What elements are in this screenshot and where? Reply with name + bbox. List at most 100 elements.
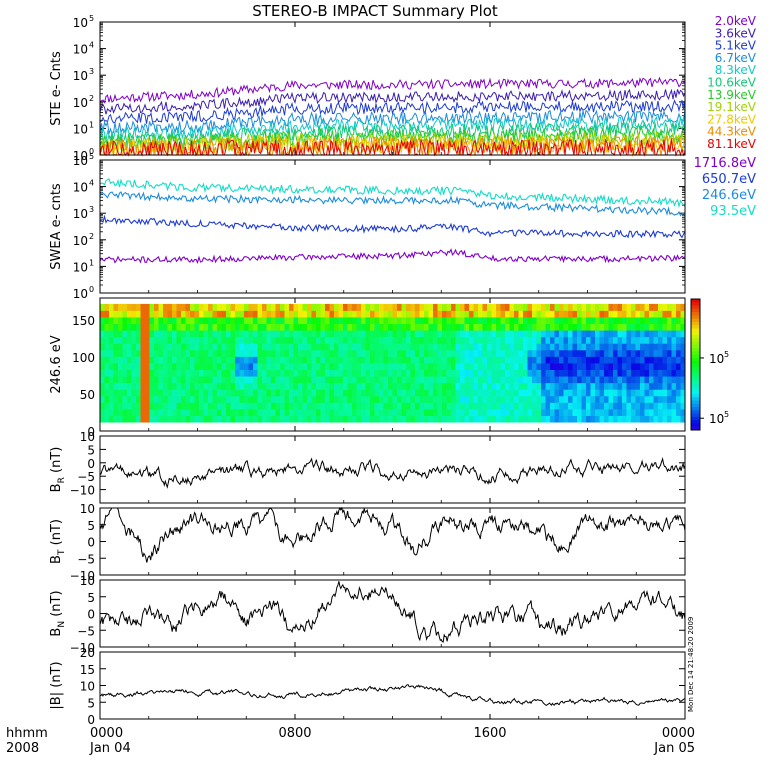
spectrogram-cell bbox=[194, 310, 200, 318]
spectrogram-cell bbox=[244, 330, 249, 338]
spectrogram-cell bbox=[464, 330, 470, 338]
spectrogram-cell bbox=[127, 330, 132, 338]
spectrogram-cell bbox=[392, 363, 398, 370]
spectrogram-cell bbox=[338, 395, 344, 403]
spectrogram-cell bbox=[658, 369, 663, 377]
spectrogram-cell bbox=[293, 369, 299, 377]
spectrogram-cell bbox=[100, 310, 105, 318]
spectrogram-cell bbox=[127, 389, 132, 397]
spectrogram-cell bbox=[284, 343, 290, 351]
spectrogram-cell bbox=[266, 415, 272, 423]
spectrogram-cell bbox=[680, 330, 686, 338]
spectrogram-cell bbox=[208, 395, 213, 403]
spectrogram-cell bbox=[505, 376, 510, 384]
spectrogram-cell bbox=[239, 395, 245, 403]
spectrogram-cell bbox=[509, 409, 515, 416]
spectrogram-cell bbox=[127, 402, 132, 410]
spectrogram-cell bbox=[505, 415, 510, 423]
spectrogram-cell bbox=[352, 382, 357, 390]
spectrogram-cell bbox=[356, 343, 362, 351]
spectrogram-cell bbox=[262, 356, 267, 364]
spectrogram-cell bbox=[302, 349, 308, 357]
spectrogram-cell bbox=[586, 349, 591, 357]
spectrogram-cell bbox=[127, 310, 132, 318]
spectrogram-cell bbox=[644, 323, 650, 331]
spectrogram-cell bbox=[532, 303, 537, 311]
spectrogram-cell bbox=[595, 389, 600, 397]
spectrogram-cell bbox=[433, 363, 438, 370]
spectrogram-cell bbox=[581, 376, 587, 384]
spectrogram-cell bbox=[640, 336, 645, 344]
spectrogram-cell bbox=[545, 317, 551, 325]
spectrogram-cell bbox=[109, 369, 114, 377]
spectrogram-cell bbox=[505, 382, 510, 390]
spectrogram-cell bbox=[536, 349, 542, 357]
spectrogram-cell bbox=[586, 369, 591, 377]
spectrogram-cell bbox=[190, 382, 195, 390]
spectrogram-cell bbox=[100, 402, 105, 410]
spectrogram-cell bbox=[136, 395, 141, 403]
spectrogram-cell bbox=[608, 317, 614, 325]
spectrogram-cell bbox=[491, 356, 497, 364]
spectrogram-cell bbox=[415, 330, 420, 338]
spectrogram-cell bbox=[154, 369, 159, 377]
spectrogram-cell bbox=[541, 323, 546, 331]
spectrogram-cell bbox=[428, 395, 434, 403]
spectrogram-cell bbox=[334, 303, 339, 311]
spectrogram-cell bbox=[383, 415, 389, 423]
spectrogram-cell bbox=[550, 376, 555, 384]
spectrogram-cell bbox=[536, 356, 542, 364]
spectrogram-cell bbox=[185, 402, 191, 410]
spectrogram-cell bbox=[545, 395, 551, 403]
spectrogram-cell bbox=[167, 356, 173, 364]
spectrogram-cell bbox=[118, 330, 123, 338]
spectrogram-cell bbox=[662, 389, 668, 397]
spectrogram-cell bbox=[446, 330, 452, 338]
spectrogram-cell bbox=[608, 402, 614, 410]
spectrogram-cell bbox=[302, 336, 308, 344]
spectrogram-cell bbox=[140, 415, 146, 423]
spectrogram-cell bbox=[397, 349, 402, 357]
spectrogram-cell bbox=[491, 336, 497, 344]
spectrogram-cell bbox=[473, 382, 479, 390]
spectrogram-cell bbox=[676, 343, 681, 351]
colorbar-step bbox=[691, 344, 700, 349]
spectrogram-cell bbox=[478, 389, 483, 397]
spectrogram-cell bbox=[203, 349, 209, 357]
spectrogram-cell bbox=[361, 310, 366, 318]
y-axis-label: |B| (nT) bbox=[49, 661, 64, 709]
spectrogram-cell bbox=[446, 382, 452, 390]
spectrogram-cell bbox=[437, 369, 443, 377]
spectrogram-cell bbox=[325, 409, 330, 416]
spectrogram-cell bbox=[338, 376, 344, 384]
colorbar-step bbox=[691, 354, 700, 359]
spectrogram-cell bbox=[662, 415, 668, 423]
spectrogram-cell bbox=[370, 402, 375, 410]
spectrogram-cell bbox=[212, 356, 218, 364]
spectrogram-cell bbox=[644, 349, 650, 357]
spectrogram-cell bbox=[379, 317, 384, 325]
spectrogram-cell bbox=[163, 382, 168, 390]
spectrogram-cell bbox=[109, 356, 114, 364]
spectrogram-cell bbox=[181, 382, 186, 390]
spectrogram-cell bbox=[172, 376, 177, 384]
spectrogram-cell bbox=[199, 382, 204, 390]
spectrogram-cell bbox=[622, 363, 627, 370]
colorbar-step bbox=[691, 423, 700, 428]
spectrogram-cell bbox=[374, 376, 380, 384]
spectrogram-cell bbox=[392, 395, 398, 403]
spectrogram-cell bbox=[163, 395, 168, 403]
spectrogram-cell bbox=[275, 356, 281, 364]
spectrogram-cell bbox=[644, 317, 650, 325]
spectrogram-cell bbox=[181, 369, 186, 377]
spectrogram-cell bbox=[199, 415, 204, 423]
spectrogram-cell bbox=[496, 349, 501, 357]
spectrogram-cell bbox=[667, 415, 672, 423]
spectrogram-cell bbox=[586, 389, 591, 397]
spectrogram-cell bbox=[352, 310, 357, 318]
time-unit-label: hhmm bbox=[6, 726, 48, 741]
series-line bbox=[99, 88, 686, 115]
spectrogram-cell bbox=[122, 369, 128, 377]
spectrogram-cell bbox=[347, 389, 353, 397]
